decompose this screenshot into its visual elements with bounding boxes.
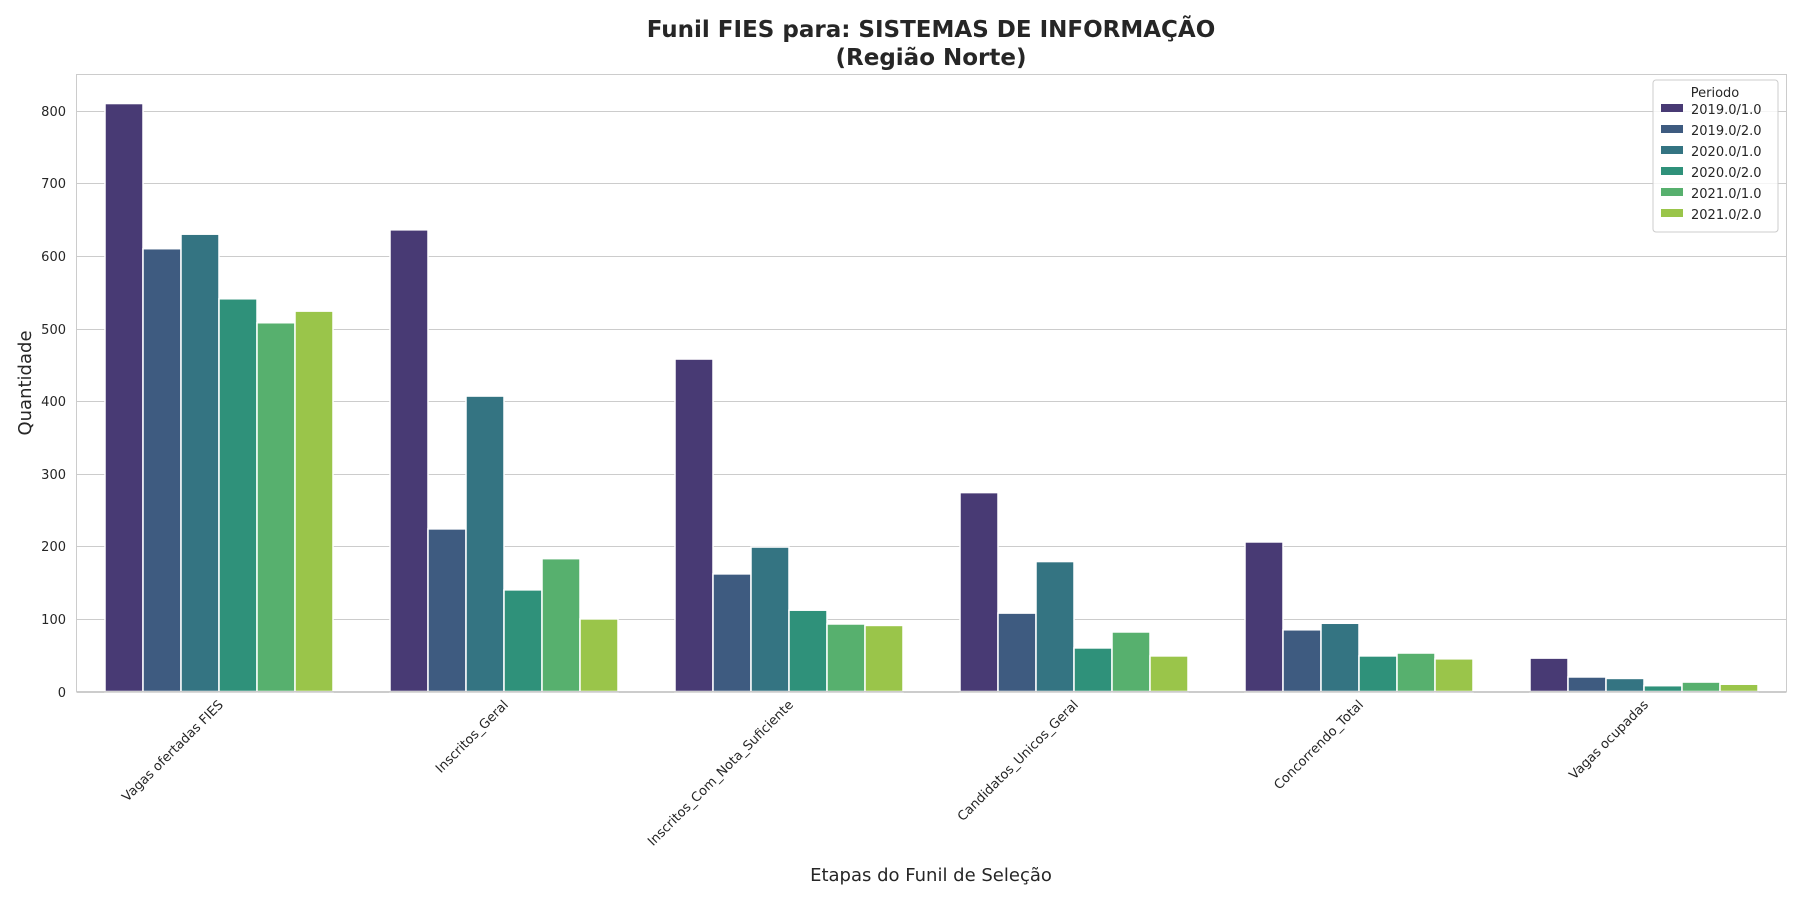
bars: [104, 102, 1759, 693]
bar-2021.0/2.0-3: [1149, 655, 1189, 693]
legend-swatch: [1661, 167, 1683, 175]
legend-swatch: [1661, 209, 1683, 217]
bar-2019.0/2.0-5: [1567, 676, 1607, 693]
bar-2020.0/2.0-2: [788, 609, 828, 693]
bar-2020.0/1.0-2: [750, 546, 790, 693]
bar-2019.0/1.0-5: [1529, 657, 1569, 693]
bar-2021.0/1.0-4: [1396, 652, 1436, 693]
x-tick-label: Concorrendo_Total: [1271, 698, 1366, 793]
bar-2020.0/1.0-4: [1320, 622, 1360, 693]
legend-swatch: [1661, 104, 1683, 112]
y-tick-label: 400: [41, 395, 66, 410]
x-tick-label: Inscritos_Geral: [433, 698, 512, 777]
bar-2019.0/2.0-3: [997, 612, 1037, 693]
legend-title: Periodo: [1691, 86, 1740, 101]
bar-2021.0/1.0-1: [541, 557, 581, 693]
bar-2019.0/2.0-1: [427, 528, 467, 693]
bar-2019.0/2.0-2: [712, 573, 752, 693]
x-tick-label: Inscritos_Com_Nota_Suficiente: [645, 698, 797, 850]
bar-2021.0/2.0-2: [864, 624, 904, 693]
bar-2019.0/1.0-4: [1244, 541, 1284, 693]
legend-label: 2021.0/2.0: [1691, 208, 1762, 223]
bar-2021.0/2.0-5: [1719, 683, 1759, 693]
y-tick-label: 800: [41, 105, 66, 120]
bar-2020.0/2.0-3: [1073, 647, 1113, 693]
chart-title-line1: Funil FIES para: SISTEMAS DE INFORMAÇÃO: [647, 15, 1216, 43]
bar-2020.0/2.0-0: [218, 298, 258, 693]
bar-2020.0/1.0-3: [1035, 560, 1075, 693]
bar-2021.0/1.0-3: [1111, 631, 1151, 693]
bar-2021.0/2.0-0: [294, 310, 334, 693]
legend: Periodo 2019.0/1.0 2019.0/2.0 2020.0/1.0 20…: [1652, 79, 1779, 233]
legend-label: 2019.0/1.0: [1691, 103, 1762, 118]
legend-label: 2021.0/1.0: [1691, 187, 1762, 202]
bar-2020.0/2.0-5: [1643, 684, 1683, 693]
y-tick-label: 500: [41, 323, 66, 338]
y-tick-label: 200: [41, 540, 66, 555]
legend-swatch: [1661, 125, 1683, 133]
bar-2021.0/2.0-1: [579, 618, 619, 693]
chart-title-line2: (Região Norte): [836, 45, 1027, 71]
bar-2020.0/2.0-1: [503, 589, 543, 693]
legend-label: 2020.0/2.0: [1691, 166, 1762, 181]
y-tick-label: 700: [41, 177, 66, 192]
bar-2021.0/2.0-4: [1434, 658, 1474, 693]
y-tick-label: 300: [41, 468, 66, 483]
bar-2021.0/1.0-2: [826, 623, 866, 693]
bar-2019.0/2.0-0: [142, 247, 182, 693]
bar-2020.0/2.0-4: [1358, 655, 1398, 693]
legend-label: 2020.0/1.0: [1691, 145, 1762, 160]
x-tick-labels: Vagas ofertadas FIES Inscritos_Geral Inscr…: [119, 698, 1652, 850]
legend-frame: [1652, 79, 1779, 233]
bar-2019.0/1.0-2: [674, 358, 714, 693]
bar-2021.0/1.0-5: [1681, 681, 1721, 693]
y-tick-label: 0: [58, 686, 66, 701]
plot-frame: [76, 74, 1787, 692]
x-tick-label: Vagas ocupadas: [1567, 698, 1652, 783]
legend-swatch: [1661, 146, 1683, 154]
bar-2019.0/1.0-1: [389, 229, 429, 693]
y-tick-label: 600: [41, 250, 66, 265]
bar-2021.0/1.0-0: [256, 322, 296, 693]
bar-2020.0/1.0-1: [465, 395, 505, 693]
legend-swatch: [1661, 188, 1683, 196]
bar-2019.0/1.0-0: [104, 102, 144, 693]
bar-2019.0/1.0-3: [959, 491, 999, 693]
gridlines: [76, 111, 1787, 693]
bar-2020.0/1.0-5: [1605, 677, 1645, 693]
y-tick-label: 100: [41, 613, 66, 628]
bar-2019.0/2.0-4: [1282, 629, 1322, 693]
y-tick-labels: 0 100 200 300 400 500 600 700 800: [41, 105, 66, 701]
x-tick-label: Vagas ofertadas FIES: [119, 698, 226, 805]
legend-label: 2019.0/2.0: [1691, 124, 1762, 139]
x-tick-label: Candidatos_Unicos_Geral: [955, 698, 1082, 825]
y-axis-label: Quantidade: [15, 330, 36, 435]
x-axis-label: Etapas do Funil de Seleção: [810, 865, 1052, 886]
bar-2020.0/1.0-0: [180, 233, 220, 693]
